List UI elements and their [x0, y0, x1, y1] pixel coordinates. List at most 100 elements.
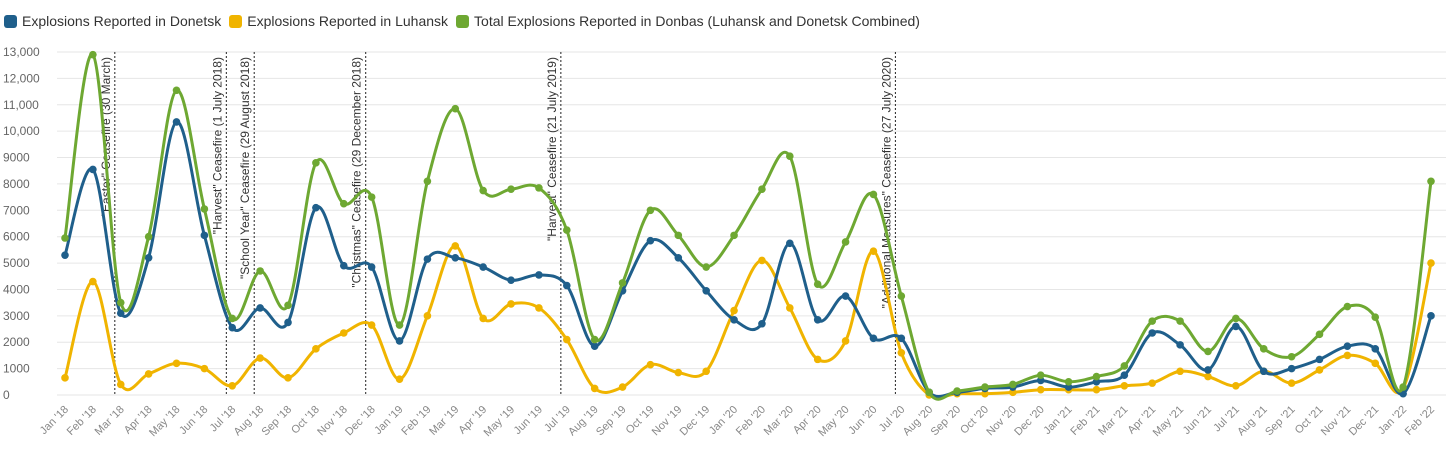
x-tick-label: Mar '18	[93, 404, 127, 438]
data-point	[1315, 366, 1324, 374]
data-point	[841, 238, 850, 246]
x-tick-label: Aug '21	[1235, 404, 1270, 439]
y-tick-label: 9000	[3, 151, 30, 165]
data-point	[367, 263, 376, 271]
data-point	[897, 292, 906, 300]
data-point	[395, 337, 404, 345]
y-tick-label: 7000	[3, 203, 30, 217]
data-point	[1148, 317, 1157, 325]
data-point	[897, 334, 906, 343]
x-tick-label: May '18	[147, 404, 182, 439]
x-tick-label: Sep '18	[260, 404, 295, 439]
data-point	[1204, 347, 1212, 356]
data-point	[869, 190, 878, 199]
data-point	[1232, 314, 1240, 323]
data-point	[813, 355, 822, 364]
data-point	[674, 253, 683, 262]
ceasefire-label: "Easter" Ceasefire (30 March)	[99, 57, 113, 216]
data-point	[1287, 364, 1296, 373]
data-point	[256, 354, 264, 362]
x-tick-label: Aug '18	[232, 404, 267, 439]
ceasefire-label: "Harvest" Ceasefire (1 July 2018)	[210, 57, 224, 234]
data-point	[172, 86, 181, 95]
data-point	[1232, 381, 1240, 390]
data-point	[479, 314, 487, 323]
data-point	[674, 231, 683, 240]
y-tick-label: 5000	[3, 256, 30, 270]
data-point	[367, 193, 376, 201]
data-point	[1009, 380, 1017, 389]
data-point	[618, 383, 627, 391]
legend-item[interactable]: Explosions Reported in Donetsk	[4, 13, 221, 29]
data-point	[1343, 302, 1352, 311]
data-point	[1148, 329, 1157, 337]
x-tick-label: Mar '21	[1096, 404, 1130, 438]
data-point	[730, 316, 738, 324]
data-point	[618, 279, 627, 287]
data-point	[841, 292, 850, 300]
data-point	[451, 242, 460, 250]
data-point	[284, 301, 292, 310]
data-point	[813, 280, 822, 288]
x-tick-label: Jun '18	[177, 404, 210, 437]
x-tick-label: Feb '22	[1403, 404, 1437, 438]
data-point	[1399, 383, 1407, 391]
data-point	[89, 165, 97, 174]
legend-item[interactable]: Explosions Reported in Luhansk	[229, 13, 448, 29]
legend-label: Explosions Reported in Donetsk	[22, 13, 222, 29]
data-point	[813, 316, 822, 324]
y-tick-label: 3000	[3, 309, 30, 323]
data-point	[1371, 359, 1380, 368]
data-point	[144, 370, 153, 378]
x-tick-label: Sep '20	[929, 404, 964, 439]
x-tick-label: Aug '19	[566, 404, 601, 439]
data-point	[479, 186, 487, 195]
data-point	[1092, 372, 1101, 381]
data-point	[312, 345, 320, 353]
data-point	[1064, 378, 1073, 386]
x-tick-label: Feb '20	[734, 404, 768, 438]
data-point	[1009, 388, 1017, 397]
legend-swatch	[456, 14, 470, 28]
y-tick-label: 2000	[3, 335, 30, 349]
series-line	[63, 244, 1433, 400]
data-point	[702, 263, 710, 271]
x-tick-label: Nov '20	[984, 404, 1019, 439]
data-point	[535, 304, 543, 312]
data-point	[1371, 313, 1380, 321]
data-point	[562, 281, 571, 290]
data-point	[144, 232, 153, 241]
x-tick-label: Dec '20	[1012, 404, 1047, 439]
legend-label: Explosions Reported in Luhansk	[247, 13, 449, 29]
legend-swatch	[4, 14, 17, 28]
data-point	[1315, 330, 1324, 339]
x-tick-label: Feb '19	[399, 404, 433, 438]
data-point	[646, 360, 655, 369]
data-point	[89, 50, 97, 59]
x-tick-label: Feb '18	[65, 404, 99, 438]
data-point	[702, 286, 710, 295]
data-point	[1427, 312, 1435, 320]
data-point	[200, 364, 209, 373]
data-point	[451, 253, 460, 262]
data-point	[1036, 385, 1045, 394]
legend-item[interactable]: Total Explosions Reported in Donbas (Luh…	[456, 13, 920, 29]
data-point	[590, 335, 599, 344]
x-tick-label: Nov '18	[315, 404, 350, 439]
data-point	[116, 309, 125, 318]
legend: Explosions Reported in Donetsk Explosions…	[4, 11, 920, 31]
data-point	[451, 104, 460, 113]
data-point	[1427, 259, 1435, 267]
data-point	[897, 348, 906, 357]
data-point	[423, 177, 432, 186]
data-point	[61, 234, 69, 242]
data-point	[172, 359, 181, 368]
data-point	[1036, 371, 1045, 380]
legend-swatch	[229, 14, 243, 28]
x-tick-label: Jun '19	[512, 404, 545, 437]
data-point	[1232, 322, 1240, 331]
data-point	[786, 304, 794, 312]
data-point	[89, 277, 97, 286]
data-point	[256, 267, 264, 275]
y-gridlines	[57, 51, 1446, 396]
